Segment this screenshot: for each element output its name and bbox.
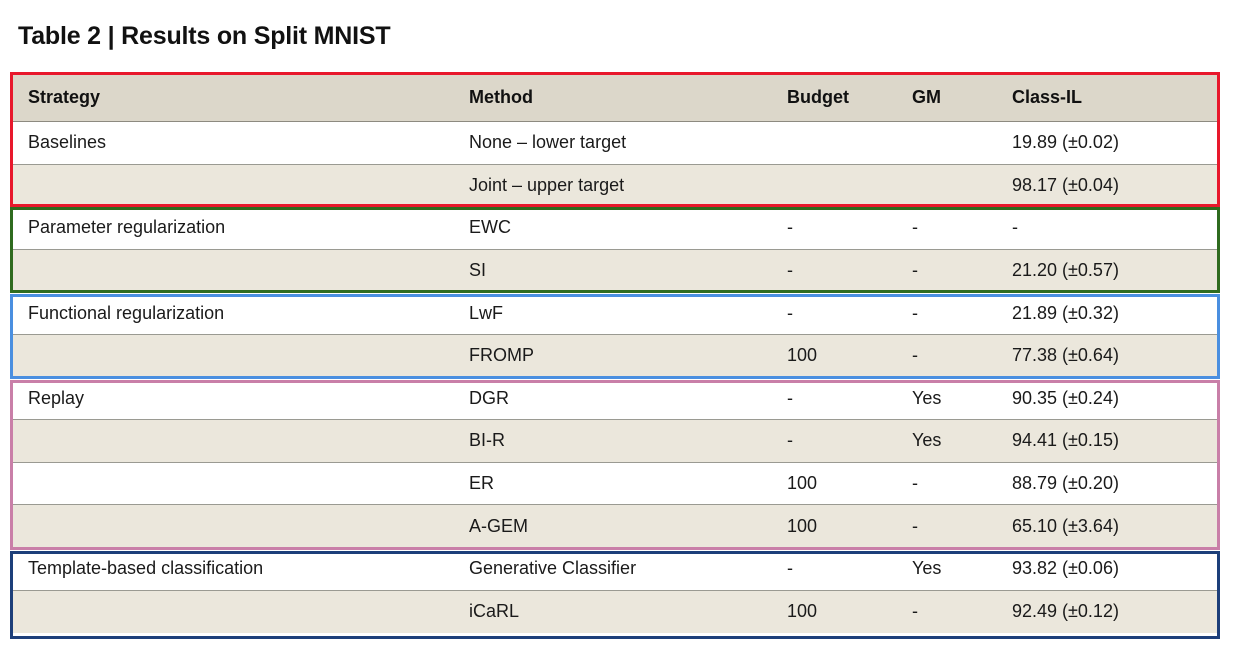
cell-class-il: 94.41 (±0.15) — [1012, 430, 1119, 451]
cell-gm: - — [912, 515, 918, 536]
table-row: SI - - 21.20 (±0.57) — [12, 249, 1218, 293]
cell-gm: Yes — [912, 430, 942, 451]
cell-strategy: Replay — [28, 387, 85, 408]
table-row: A-GEM 100 - 65.10 (±3.64) — [12, 505, 1218, 548]
cell-gm: Yes — [912, 387, 942, 408]
cell-budget: - — [787, 302, 793, 323]
table-title: Table 2 | Results on Split MNIST — [18, 22, 391, 50]
cell-strategy: Functional regularization — [28, 302, 225, 323]
cell-class-il: 21.20 (±0.57) — [1012, 260, 1119, 281]
cell-strategy: Baselines — [28, 132, 107, 153]
table-row: FROMP 100 - 77.38 (±0.64) — [12, 334, 1218, 378]
cell-budget: 100 — [787, 601, 818, 622]
cell-method: BI-R — [469, 430, 505, 451]
cell-method: Joint – upper target — [469, 174, 625, 195]
cell-gm: - — [912, 217, 918, 238]
table-row: BI-R - Yes 94.41 (±0.15) — [12, 420, 1218, 463]
cell-method: None – lower target — [469, 132, 627, 153]
cell-gm: - — [912, 473, 918, 494]
cell-gm: Yes — [912, 558, 942, 579]
table-row: Baselines None – lower target 19.89 (±0.… — [12, 122, 1218, 165]
cell-class-il: 90.35 (±0.24) — [1012, 387, 1119, 408]
cell-class-il: 77.38 (±0.64) — [1012, 345, 1119, 366]
table-row: Parameter regularization EWC - - - — [12, 207, 1218, 250]
cell-budget: - — [787, 558, 793, 579]
cell-method: iCaRL — [469, 601, 520, 622]
cell-class-il: 98.17 (±0.04) — [1012, 174, 1119, 195]
cell-gm: - — [912, 302, 918, 323]
cell-gm: - — [912, 345, 918, 366]
cell-method: SI — [469, 260, 487, 281]
cell-method: ER — [469, 473, 495, 494]
cell-budget: 100 — [787, 473, 818, 494]
cell-class-il: 19.89 (±0.02) — [1012, 132, 1119, 153]
cell-gm: - — [912, 601, 918, 622]
table-row: iCaRL 100 - 92.49 (±0.12) — [12, 590, 1218, 634]
cell-method: A-GEM — [469, 515, 529, 536]
header-gm: GM — [912, 87, 941, 107]
table-row: Replay DGR - Yes 90.35 (±0.24) — [12, 377, 1218, 421]
table-row: ER 100 - 88.79 (±0.20) — [12, 462, 1218, 506]
cell-class-il: 21.89 (±0.32) — [1012, 302, 1119, 323]
cell-gm: - — [912, 260, 918, 281]
table-row: Functional regularization LwF - - 21.89 … — [12, 292, 1218, 335]
header-class-il: Class-IL — [1012, 87, 1083, 107]
cell-budget: - — [787, 217, 793, 238]
cell-budget: - — [787, 430, 793, 451]
table-row: Template-based classification Generative… — [12, 547, 1218, 591]
cell-budget: 100 — [787, 515, 818, 536]
cell-class-il: - — [1012, 217, 1018, 238]
cell-method: LwF — [469, 302, 504, 323]
results-table: Strategy Method Budget GM Class-IL Basel… — [12, 74, 1218, 634]
cell-class-il: 88.79 (±0.20) — [1012, 473, 1119, 494]
cell-class-il: 92.49 (±0.12) — [1012, 601, 1119, 622]
cell-class-il: 93.82 (±0.06) — [1012, 558, 1119, 579]
header-strategy: Strategy — [28, 87, 101, 107]
cell-method: DGR — [469, 387, 509, 408]
cell-budget: - — [787, 260, 793, 281]
cell-strategy: Parameter regularization — [28, 217, 226, 238]
cell-class-il: 65.10 (±3.64) — [1012, 515, 1119, 536]
cell-method: Generative Classifier — [469, 558, 637, 579]
header-method: Method — [469, 87, 533, 107]
header-budget: Budget — [787, 87, 849, 107]
cell-budget: 100 — [787, 345, 818, 366]
cell-method: FROMP — [469, 345, 534, 366]
table-header-row: Strategy Method Budget GM Class-IL — [12, 74, 1218, 122]
cell-strategy: Template-based classification — [28, 558, 264, 579]
cell-budget: - — [787, 387, 793, 408]
table-row: Joint – upper target 98.17 (±0.04) — [12, 164, 1218, 208]
cell-method: EWC — [469, 217, 511, 238]
